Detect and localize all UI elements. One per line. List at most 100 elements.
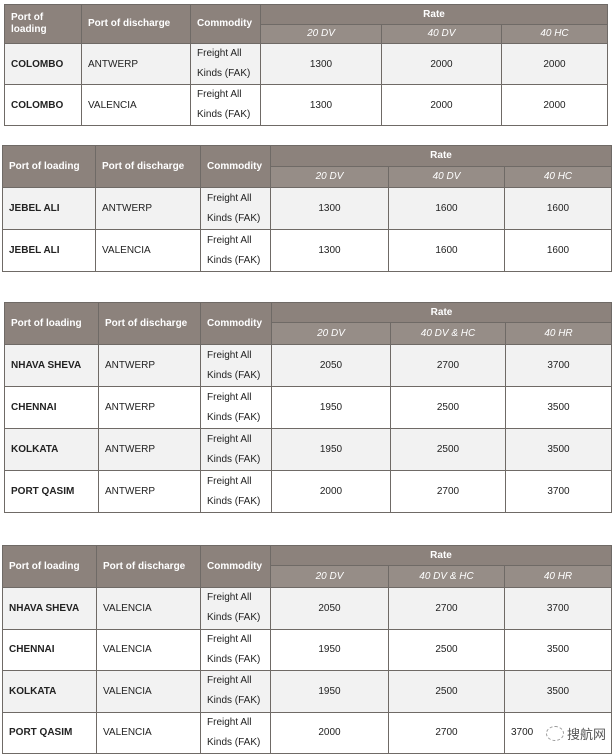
rate-value: 2500: [390, 386, 506, 429]
port-of-discharge: VALENCIA: [96, 587, 201, 630]
watermark-text: 搜航网: [567, 727, 607, 742]
header-port-of-discharge: Port of discharge: [81, 4, 191, 44]
port-of-loading: NHAVA SHEVA: [2, 587, 97, 630]
header-commodity: Commodity: [190, 4, 261, 44]
header-container-size: 40 DV: [381, 24, 502, 44]
rate-value: 1950: [271, 428, 391, 471]
rate-value: 3500: [505, 428, 612, 471]
rate-value: 1950: [270, 628, 389, 671]
commodity: Freight All Kinds (FAK): [200, 229, 271, 272]
header-container-size: 20 DV: [270, 565, 389, 588]
rate-table: Port of loading Port of discharge Commodit…: [4, 302, 612, 513]
rate-value: 2000: [381, 43, 502, 85]
commodity: Freight All Kinds (FAK): [200, 670, 271, 713]
header-rate: Rate: [271, 302, 612, 323]
port-of-discharge: ANTWERP: [98, 386, 201, 429]
rate-value: 3500: [505, 386, 612, 429]
rate-value: 1300: [270, 229, 389, 272]
header-container-size: 40 HC: [504, 166, 612, 188]
header-container-size: 40 HR: [505, 322, 612, 345]
port-of-discharge: ANTWERP: [98, 428, 201, 471]
table-row: JEBEL ALI ANTWERP Freight All Kinds (FAK) 1…: [2, 187, 612, 230]
rate-value: 2000: [381, 84, 502, 126]
port-of-discharge: VALENCIA: [96, 628, 201, 671]
table-row: CHENNAI VALENCIA Freight All Kinds (FAK) 19…: [2, 628, 612, 671]
header-container-size: 40 HR: [504, 565, 612, 588]
rate-value: 1300: [270, 187, 389, 230]
header-container-size: 40 DV: [388, 166, 505, 188]
commodity: Freight All Kinds (FAK): [200, 711, 271, 754]
port-of-loading: NHAVA SHEVA: [4, 344, 99, 387]
table-row: COLOMBO VALENCIA Freight All Kinds (FAK) 13…: [4, 84, 608, 126]
rate-value: 3500: [504, 670, 612, 713]
rate-value: 2000: [501, 84, 608, 126]
rate-value: 1950: [271, 386, 391, 429]
header-port-of-discharge: Port of discharge: [98, 302, 201, 345]
port-of-loading: JEBEL ALI: [2, 187, 96, 230]
rate-value: 3700: [505, 470, 612, 513]
wechat-icon: [546, 726, 564, 741]
commodity: Freight All Kinds (FAK): [190, 43, 261, 85]
commodity: Freight All Kinds (FAK): [200, 187, 271, 230]
header-rate: Rate: [270, 145, 612, 167]
header-port-of-loading: Port of loading: [4, 302, 99, 345]
rate-value: 3500: [504, 628, 612, 671]
header-container-size: 40 DV & HC: [388, 565, 505, 588]
rate-table: Port of loading Port of discharge Commodit…: [4, 4, 608, 126]
header-container-size: 20 DV: [271, 322, 391, 345]
port-of-loading: KOLKATA: [2, 670, 97, 713]
header-commodity: Commodity: [200, 145, 271, 188]
header-container-size: 40 HC: [501, 24, 608, 44]
port-of-loading: COLOMBO: [4, 43, 82, 85]
rate-value: 2000: [271, 470, 391, 513]
port-of-discharge: ANTWERP: [95, 187, 201, 230]
header-port-of-loading: Port of loading: [2, 545, 97, 588]
rate-value: 2500: [388, 628, 505, 671]
rate-value: 2700: [390, 344, 506, 387]
commodity: Freight All Kinds (FAK): [200, 428, 272, 471]
table-row: COLOMBO ANTWERP Freight All Kinds (FAK) 130…: [4, 43, 608, 85]
rate-value: 2000: [501, 43, 608, 85]
rate-value: 1600: [504, 229, 612, 272]
port-of-loading: CHENNAI: [2, 628, 97, 671]
rate-value: 1950: [270, 670, 389, 713]
rate-table: Port of loading Port of discharge Commodit…: [2, 545, 612, 754]
rate-value: 1600: [504, 187, 612, 230]
rate-value: 2050: [271, 344, 391, 387]
rate-value: 1300: [260, 84, 382, 126]
rate-value: 2050: [270, 587, 389, 630]
header-commodity: Commodity: [200, 302, 272, 345]
header-port-of-loading: Port of loading: [2, 145, 96, 188]
port-of-loading: CHENNAI: [4, 386, 99, 429]
port-of-loading: KOLKATA: [4, 428, 99, 471]
header-port-of-discharge: Port of discharge: [95, 145, 201, 188]
rate-value: 2700: [388, 587, 505, 630]
header-container-size: 20 DV: [270, 166, 389, 188]
rate-value: 2500: [388, 670, 505, 713]
rate-value: 2500: [390, 428, 506, 471]
table-row: JEBEL ALI VALENCIA Freight All Kinds (FAK)…: [2, 229, 612, 272]
header-commodity: Commodity: [200, 545, 271, 588]
table-row: PORT QASIM ANTWERP Freight All Kinds (FAK)…: [4, 470, 612, 513]
port-of-discharge: VALENCIA: [95, 229, 201, 272]
port-of-loading: PORT QASIM: [2, 711, 97, 754]
port-of-discharge: VALENCIA: [81, 84, 191, 126]
port-of-loading: JEBEL ALI: [2, 229, 96, 272]
port-of-loading: COLOMBO: [4, 84, 82, 126]
port-of-discharge: ANTWERP: [98, 470, 201, 513]
port-of-discharge: VALENCIA: [96, 711, 201, 754]
rate-value: 1600: [388, 229, 505, 272]
commodity: Freight All Kinds (FAK): [200, 344, 272, 387]
header-rate: Rate: [260, 4, 608, 25]
commodity: Freight All Kinds (FAK): [200, 470, 272, 513]
table-row: KOLKATA VALENCIA Freight All Kinds (FAK) 19…: [2, 670, 612, 713]
table-row: NHAVA SHEVA ANTWERP Freight All Kinds (FAK…: [4, 344, 612, 387]
commodity: Freight All Kinds (FAK): [200, 386, 272, 429]
commodity: Freight All Kinds (FAK): [200, 587, 271, 630]
rate-table: Port of loading Port of discharge Commodit…: [2, 145, 612, 272]
header-container-size: 20 DV: [260, 24, 382, 44]
rate-value: 2000: [270, 711, 389, 754]
table-row: NHAVA SHEVA VALENCIA Freight All Kinds (FA…: [2, 587, 612, 630]
watermark: 搜航网: [546, 724, 606, 743]
commodity: Freight All Kinds (FAK): [190, 84, 261, 126]
